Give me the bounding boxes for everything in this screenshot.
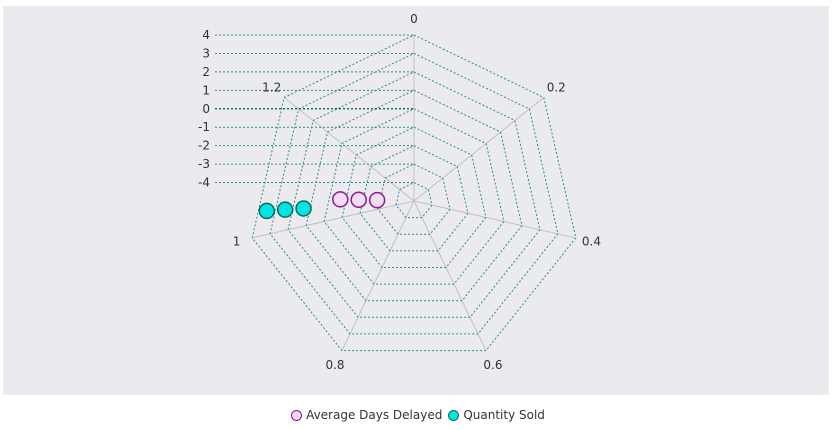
grid-ring-0 bbox=[395, 182, 433, 219]
angular-tick-label-6: 1.2 bbox=[262, 81, 281, 95]
grid-ring-1 bbox=[377, 163, 451, 235]
radial-tick-label-3: 1 bbox=[202, 83, 210, 97]
radial-tick-label-0: 4 bbox=[202, 28, 210, 42]
legend-item-quantity-sold[interactable]: Quantity Sold bbox=[448, 408, 545, 422]
marker-series-0-point-0 bbox=[368, 191, 386, 209]
radial-tick-label-5: -1 bbox=[198, 120, 210, 134]
spoke-5 bbox=[252, 200, 415, 239]
legend-label-quantity-sold: Quantity Sold bbox=[463, 408, 545, 422]
grid-ring-5 bbox=[305, 89, 523, 302]
angular-tick-label-0: 0 bbox=[410, 12, 418, 26]
angular-tick-label-4: 0.8 bbox=[325, 358, 344, 372]
grid-ring-4 bbox=[323, 108, 505, 285]
angular-tick-label-2: 0.4 bbox=[582, 234, 601, 248]
spoke-1 bbox=[413, 97, 545, 202]
angular-tick-label-1: 0.2 bbox=[547, 81, 566, 95]
angular-tick-label-5: 1 bbox=[233, 234, 241, 248]
spoke-4 bbox=[341, 200, 415, 351]
legend-item-average-days-delayed[interactable]: Average Days Delayed bbox=[291, 408, 442, 422]
marker-series-1-point-0 bbox=[295, 200, 312, 217]
spoke-6 bbox=[283, 97, 415, 202]
radial-tick-label-8: -4 bbox=[198, 176, 210, 190]
radial-tick-label-7: -3 bbox=[198, 157, 210, 171]
grid-ring-7 bbox=[269, 52, 559, 335]
legend-swatch-quantity-sold bbox=[448, 409, 460, 421]
radial-tick-label-4: 0 bbox=[202, 102, 210, 116]
plot-area bbox=[3, 6, 829, 395]
grid-ring-3 bbox=[341, 126, 487, 268]
legend: Average Days Delayed Quantity Sold bbox=[0, 405, 836, 425]
grid-ring-6 bbox=[287, 71, 541, 318]
radial-tick-label-1: 3 bbox=[202, 46, 210, 60]
spoke-3 bbox=[413, 200, 487, 351]
angular-tick-label-3: 0.6 bbox=[483, 358, 502, 372]
legend-swatch-average-days-delayed bbox=[291, 409, 303, 421]
grid-ring-2 bbox=[359, 145, 469, 252]
radial-tick-label-2: 2 bbox=[202, 65, 210, 79]
marker-series-0-point-2 bbox=[331, 191, 349, 208]
marker-series-0-point-1 bbox=[350, 191, 367, 209]
marker-series-1-point-1 bbox=[276, 201, 294, 218]
marker-series-1-point-2 bbox=[258, 202, 276, 220]
grid-ring-8 bbox=[251, 34, 577, 352]
legend-label-average-days-delayed: Average Days Delayed bbox=[306, 408, 443, 422]
radial-tick-label-6: -2 bbox=[198, 139, 210, 153]
spoke-2 bbox=[413, 200, 576, 239]
